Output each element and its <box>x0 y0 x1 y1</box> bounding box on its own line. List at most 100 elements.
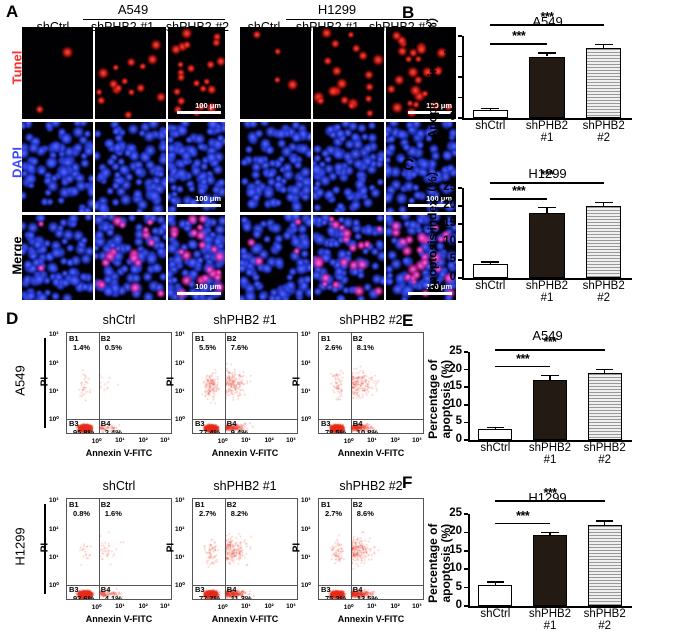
flow-quadrant-divider-horizontal <box>67 585 171 587</box>
flow-scatter-canvas <box>319 499 423 599</box>
flow-quadrant-value-b3: 93.6% <box>73 594 95 600</box>
error-bar-cap <box>595 368 614 371</box>
scale-bar-label: 100 μm <box>426 194 452 203</box>
flow-quadrant-label-b3: B3 <box>195 419 205 429</box>
error-bar <box>602 202 605 206</box>
flow-quadrant-label-b3: B3 <box>195 585 205 595</box>
micrograph-image <box>240 122 311 212</box>
flow-quadrant-label-b3: B3 <box>69 585 79 595</box>
flow-x-axis-label: Annexin V-FITC <box>85 448 153 458</box>
flow-quadrant-value-b1: 1.4% <box>73 343 91 352</box>
flow-quadrant-divider-vertical <box>350 333 352 433</box>
x-axis-tick-label: shPHB2 #1 <box>516 280 579 304</box>
error-bar-cap <box>541 374 559 376</box>
flow-quadrant-divider-horizontal <box>193 419 297 421</box>
y-axis-tick <box>464 439 468 441</box>
flow-quadrant-value-b4: 10.8% <box>356 428 379 434</box>
flow-quadrant-divider-vertical <box>98 499 100 599</box>
flow-y-tick-label: 10⁰ <box>49 416 59 424</box>
flow-y-tick-label: 10³ <box>175 331 185 339</box>
flow-plot: B1 2.7% B2 8.2% B3 77.7% B4 11.3% <box>192 498 298 600</box>
significance-line <box>495 522 550 525</box>
micrograph-tile <box>95 122 166 212</box>
bar <box>587 373 622 440</box>
flow-x-tick-label: 10⁰ <box>343 438 354 445</box>
flow-quadrant-value-b3: 95.8% <box>73 428 95 434</box>
y-axis-tick <box>464 568 468 570</box>
bar <box>478 429 513 440</box>
flow-y-tick-label: 10¹ <box>301 554 311 562</box>
flow-x-axis-label: Annexin V-FITC <box>211 448 279 458</box>
error-bar <box>549 374 551 381</box>
flow-row-rule <box>44 338 46 428</box>
flow-plot: B1 2.6% B2 8.1% B3 78.5% B4 10.8% <box>318 332 424 434</box>
bar <box>478 585 513 606</box>
error-bar-cap <box>481 107 500 110</box>
flow-quadrant-label-b3: B3 <box>69 419 79 429</box>
panel-c-title: H1299 <box>528 166 567 181</box>
scale-bar <box>177 204 221 207</box>
y-axis-tick <box>458 223 462 225</box>
panel-c: C H1299 Apoptosis index（%） 0 5 10 15 20 25 shC… <box>400 152 681 304</box>
x-axis <box>462 278 632 280</box>
x-axis-tick-label: shPHB2 #2 <box>572 280 635 304</box>
scale-bar <box>408 111 452 114</box>
micrograph-tile <box>313 27 384 119</box>
y-axis <box>462 36 464 118</box>
y-axis-tick-label: 15 <box>443 217 456 229</box>
significance-line <box>490 43 547 46</box>
flow-x-tick-label: 10² <box>264 437 274 444</box>
micrograph-image <box>95 215 166 300</box>
flow-quadrant-value-b3: 75.2% <box>325 594 347 600</box>
scale-bar <box>408 204 452 207</box>
flow-x-tick-label: 10¹ <box>241 603 251 610</box>
significance-line <box>495 348 605 351</box>
error-bar-cap <box>595 520 614 522</box>
y-axis-tick-label: 0 <box>455 433 462 445</box>
flow-y-tick-label: 10⁰ <box>301 416 311 424</box>
x-axis-tick-label-line1: shCtrl <box>480 442 511 454</box>
error-bar <box>546 52 548 57</box>
y-axis-tick <box>458 117 462 119</box>
flow-plot: B1 0.8% B2 1.6% B3 93.6% B4 4.1% <box>66 498 172 600</box>
flow-quadrant-label-b3: B3 <box>321 419 331 429</box>
error-bar-cap <box>537 52 557 54</box>
flow-x-tick-label: 10³ <box>412 603 422 610</box>
bar <box>586 48 622 118</box>
micrograph-tile <box>95 27 166 119</box>
error-bar <box>602 43 605 49</box>
flow-quadrant-divider-vertical <box>224 333 226 433</box>
scale-bar <box>177 111 221 114</box>
error-bar-cap <box>486 581 505 583</box>
micrograph-image <box>22 215 93 300</box>
y-axis-tick <box>464 586 468 589</box>
x-axis-tick-label-line2: #2 <box>597 131 611 144</box>
error-bar <box>603 520 606 526</box>
x-axis-tick-label: shPHB2 #2 <box>574 442 635 466</box>
y-axis-tick-label: 10 <box>443 70 456 82</box>
flow-x-tick-label: 10² <box>138 437 148 444</box>
scale-bar <box>408 292 452 295</box>
flow-x-tick-label: 10⁰ <box>91 438 102 445</box>
y-axis <box>468 352 470 440</box>
panel-b-letter: B <box>402 3 415 22</box>
x-axis-tick-label-line2: #1 <box>543 453 557 466</box>
flow-quadrant-label-b4: B4 <box>226 419 237 429</box>
micrograph-tile: 100 μm <box>386 122 456 212</box>
scale-bar-label: 100 μm <box>195 194 221 203</box>
error-bar-cap <box>537 207 557 209</box>
panel-e-title: A549 <box>532 328 563 343</box>
flow-scatter-canvas <box>193 499 297 599</box>
y-axis-tick-label: 20 <box>443 29 456 41</box>
flow-y-tick-label: 10⁰ <box>175 582 185 590</box>
significance-stars: *** <box>540 9 554 24</box>
error-bar-cap <box>594 43 613 46</box>
flow-x-tick-label: 10⁰ <box>91 604 102 611</box>
flow-plot: B1 2.7% B2 8.6% B3 75.2% B4 13.5% <box>318 498 424 600</box>
flow-x-tick-label: 10¹ <box>367 437 377 444</box>
error-bar <box>549 531 551 536</box>
flow-y-tick-label: 10³ <box>49 497 59 505</box>
y-axis-tick-label: 25 <box>449 345 462 357</box>
flow-x-tick-label: 10³ <box>160 603 170 610</box>
group-label-h1299: H1299 <box>317 2 357 17</box>
